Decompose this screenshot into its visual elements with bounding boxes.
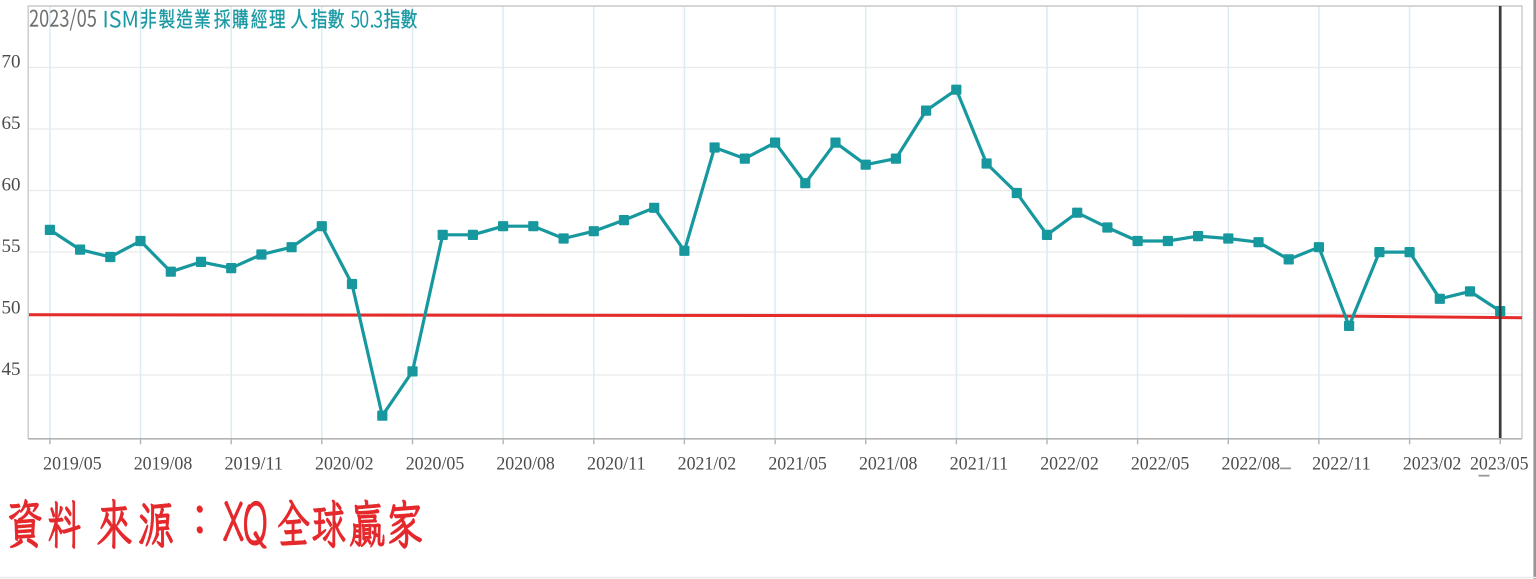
svg-text:2021/11: 2021/11 [950, 454, 1009, 475]
svg-text:2023/02: 2023/02 [1403, 454, 1462, 475]
svg-text:2020/11: 2020/11 [587, 454, 646, 475]
svg-text:55: 55 [2, 236, 21, 257]
svg-text:2022/08: 2022/08 [1222, 454, 1281, 475]
svg-text:2019/08: 2019/08 [134, 454, 193, 475]
svg-text:2019/11: 2019/11 [224, 454, 283, 475]
svg-text:2021/05: 2021/05 [768, 454, 827, 475]
svg-text:2022/02: 2022/02 [1040, 454, 1099, 475]
svg-text:50: 50 [2, 298, 21, 319]
svg-text:2023/05: 2023/05 [1470, 454, 1529, 475]
svg-text:2020/08: 2020/08 [496, 454, 555, 475]
svg-text:2021/02: 2021/02 [678, 454, 737, 475]
svg-text:2021/08: 2021/08 [859, 454, 918, 475]
svg-text:2022/05: 2022/05 [1131, 454, 1190, 475]
svg-text:2020/05: 2020/05 [406, 454, 465, 475]
svg-text:2020/02: 2020/02 [315, 454, 374, 475]
svg-text:70: 70 [2, 52, 21, 73]
svg-text:2022/11: 2022/11 [1312, 454, 1371, 475]
svg-text:45: 45 [2, 359, 21, 380]
svg-text:65: 65 [2, 113, 21, 134]
svg-text:60: 60 [2, 175, 21, 196]
svg-text:2019/05: 2019/05 [43, 454, 102, 475]
